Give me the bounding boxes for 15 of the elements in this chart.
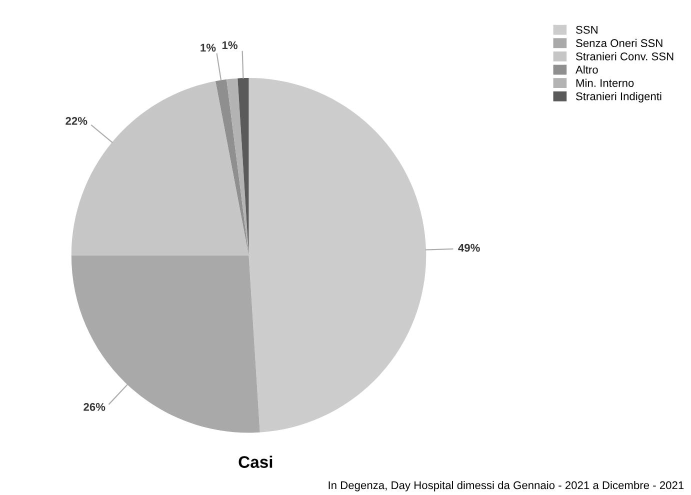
data-label: 26%	[84, 403, 106, 411]
pie-slice	[238, 78, 249, 256]
pie-slice	[216, 79, 249, 256]
legend-label: Altro	[576, 65, 598, 74]
legend-label: Min. Interno	[576, 78, 634, 87]
data-label: 49%	[458, 244, 480, 252]
text: In Degenza, Day Hospital dimessi da Gennaio - 2021 a Dicembre - 2021	[328, 481, 684, 492]
data-label: 1%	[200, 44, 216, 52]
data-label: 1%	[222, 41, 238, 50]
legend-label: Stranieri Indigenti	[576, 92, 662, 102]
legend-label: Senza Oneri SSN	[576, 38, 662, 48]
data-label: 22%	[66, 117, 88, 125]
text: Casi	[238, 456, 272, 468]
legend-label: Stranieri Conv. SSN	[576, 52, 674, 60]
legend-label: SSN	[576, 26, 598, 34]
